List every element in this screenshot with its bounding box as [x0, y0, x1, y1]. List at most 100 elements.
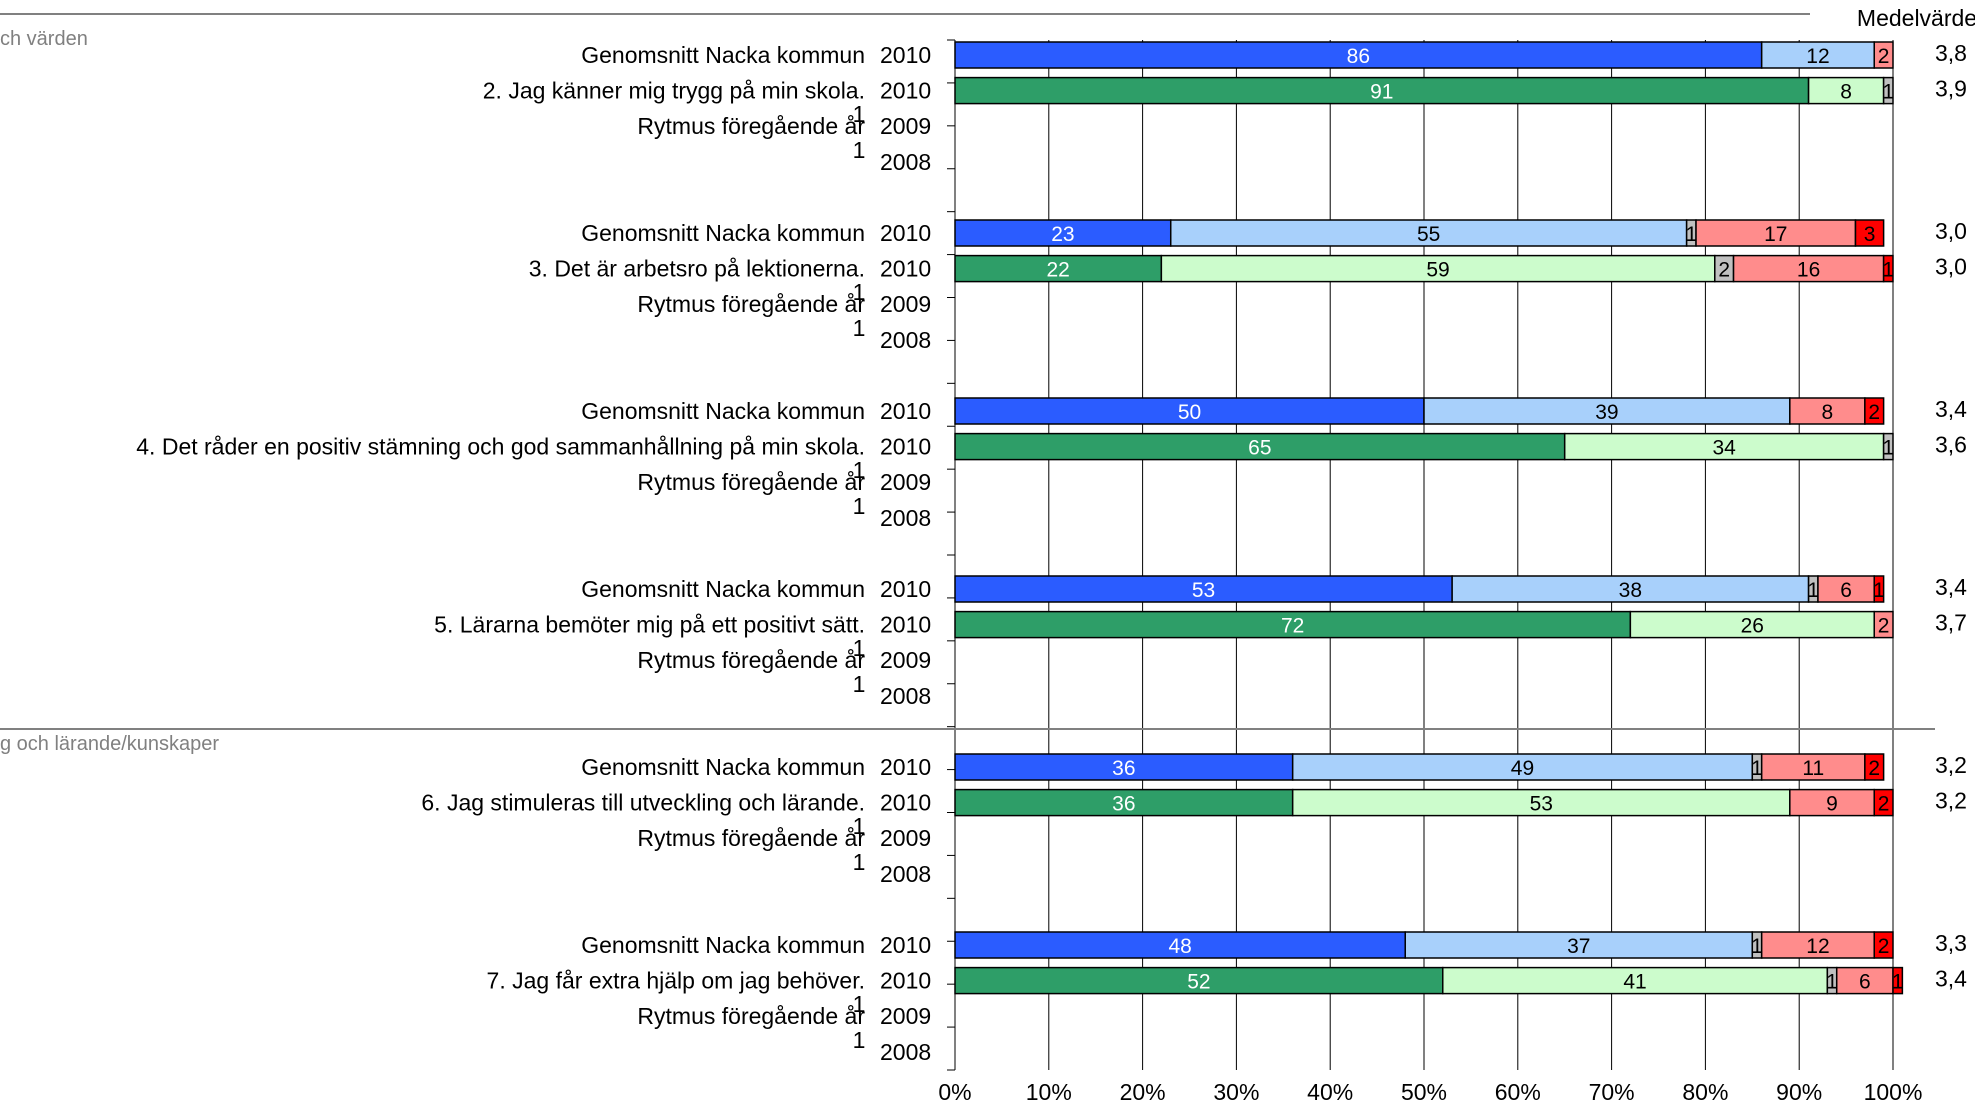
row-year: 2008: [880, 861, 931, 887]
row-label: Genomsnitt Nacka kommun: [581, 42, 865, 68]
bar-segment: [1873, 575, 1885, 603]
bar-segment: [1423, 397, 1791, 425]
bar-value-label: 72: [1281, 615, 1304, 638]
bar-value-label: 1: [1882, 81, 1894, 104]
bar-value-label: 1: [1751, 935, 1763, 958]
mean-value: 3,2: [1935, 752, 1967, 778]
x-tick-label: 10%: [1026, 1079, 1072, 1105]
x-tick-label: 0%: [938, 1079, 971, 1105]
footnote-marker: 1: [853, 849, 866, 875]
bar-segment: [1789, 788, 1875, 817]
row-year: 2010: [880, 968, 931, 994]
bar-value-label: 39: [1595, 401, 1618, 424]
footnote-marker: 1: [853, 813, 866, 839]
row-year: 2008: [880, 683, 931, 709]
bar-value-label: 55: [1417, 223, 1440, 246]
bar-value-label: 1: [1882, 259, 1894, 282]
bar-value-label: 91: [1370, 81, 1393, 104]
row-year: 2010: [880, 612, 931, 638]
footnote-marker: 1: [853, 279, 866, 305]
question-label: 4. Det råder en positiv stämning och god…: [136, 434, 865, 460]
bar-value-label: 8: [1821, 401, 1833, 424]
mean-value: 3,4: [1935, 966, 1967, 992]
row-year: 2009: [880, 825, 931, 851]
mean-value: 3,7: [1935, 610, 1967, 636]
bar-segment: [1732, 254, 1885, 283]
row-label: Genomsnitt Nacka kommun: [581, 754, 865, 780]
bar-segment: [954, 931, 1406, 959]
row-label: Genomsnitt Nacka kommun: [581, 220, 865, 246]
row-year: 2010: [880, 790, 931, 816]
bar-segment: [1854, 219, 1885, 247]
question-label: 6. Jag stimuleras till utveckling och lä…: [421, 790, 865, 816]
row-year: 2010: [880, 42, 931, 68]
bar-value-label: 6: [1840, 579, 1852, 602]
row-label: Rytmus föregående år: [637, 291, 865, 317]
bar-value-label: 53: [1530, 793, 1553, 816]
bar-segment: [1291, 753, 1754, 781]
footnote-marker: 1: [853, 671, 866, 697]
bar-value-label: 34: [1712, 437, 1736, 460]
bar-segment: [1695, 219, 1857, 247]
bar-segment: [954, 966, 1444, 995]
question-label: 5. Lärarna bemöter mig på ett positivt s…: [434, 612, 865, 638]
footnote-marker: 1: [853, 315, 866, 341]
row-year: 2008: [880, 1039, 931, 1065]
bar-value-label: 2: [1878, 935, 1890, 958]
footnote-marker: 1: [853, 493, 866, 519]
row-year: 2008: [880, 327, 931, 353]
bar-value-label: 23: [1051, 223, 1074, 246]
bar-value-label: 1: [1882, 437, 1894, 460]
footnote-marker: 1: [853, 991, 866, 1017]
bar-value-label: 65: [1248, 437, 1271, 460]
bar-value-label: 53: [1192, 579, 1215, 602]
bar-value-label: 6: [1859, 971, 1871, 994]
row-year: 2009: [880, 647, 931, 673]
bar-segment: [1442, 966, 1829, 995]
mean-value: 3,0: [1935, 218, 1967, 244]
bar-segment: [1404, 931, 1754, 959]
bar-segment: [1864, 397, 1885, 425]
x-tick-label: 90%: [1776, 1079, 1822, 1105]
row-label: Rytmus föregående år: [637, 825, 865, 851]
bar-segment: [1892, 966, 1904, 995]
row-year: 2010: [880, 220, 931, 246]
bar-value-label: 36: [1112, 793, 1135, 816]
row-label: Genomsnitt Nacka kommun: [581, 576, 865, 602]
bar-value-label: 22: [1047, 259, 1070, 282]
bar-segment: [1169, 219, 1688, 247]
bar-segment: [1760, 753, 1866, 781]
bar-segment: [1451, 575, 1810, 603]
x-tick-label: 20%: [1120, 1079, 1166, 1105]
bar-value-label: 2: [1878, 615, 1890, 638]
row-label: Genomsnitt Nacka kommun: [581, 932, 865, 958]
bar-value-label: 36: [1112, 757, 1135, 780]
bar-value-label: 17: [1764, 223, 1787, 246]
row-year: 2008: [880, 149, 931, 175]
row-label: Genomsnitt Nacka kommun: [581, 398, 865, 424]
row-year: 2010: [880, 754, 931, 780]
row-label: Rytmus föregående år: [637, 469, 865, 495]
mean-value: 3,0: [1935, 254, 1967, 280]
x-tick-label: 70%: [1589, 1079, 1635, 1105]
x-tick-label: 100%: [1864, 1079, 1923, 1105]
x-tick-label: 60%: [1495, 1079, 1541, 1105]
bar-value-label: 48: [1168, 935, 1191, 958]
row-year: 2008: [880, 505, 931, 531]
bar-value-label: 38: [1619, 579, 1642, 602]
question-label: 7. Jag får extra hjälp om jag behöver.: [487, 968, 865, 994]
x-tick-label: 40%: [1307, 1079, 1353, 1105]
bar-segment: [1873, 931, 1894, 959]
x-tick-label: 50%: [1401, 1079, 1447, 1105]
bar-value-label: 1: [1873, 579, 1885, 602]
section-title: g och lärande/kunskaper: [0, 733, 219, 755]
bar-segment: [1882, 432, 1894, 461]
mean-header: Medelvärde: [1857, 5, 1975, 31]
bar-segment: [1882, 254, 1894, 283]
row-year: 2009: [880, 291, 931, 317]
row-year: 2009: [880, 469, 931, 495]
bar-value-label: 16: [1797, 259, 1820, 282]
bar-value-label: 2: [1878, 793, 1890, 816]
bar-value-label: 26: [1741, 615, 1764, 638]
